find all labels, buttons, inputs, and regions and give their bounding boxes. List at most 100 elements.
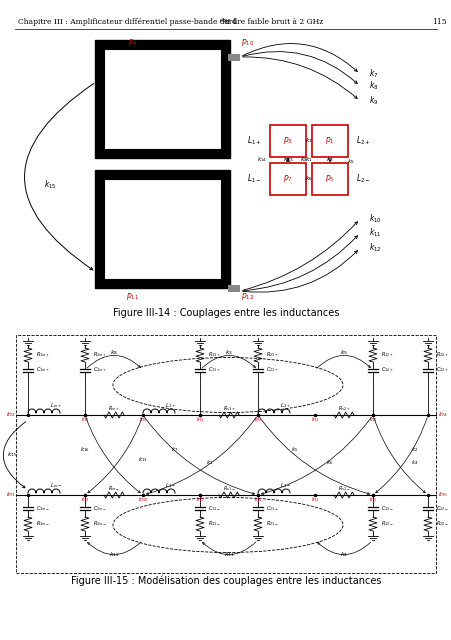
Text: $R_{11-}$: $R_{11-}$ (207, 520, 221, 529)
Text: $In_1$: $In_1$ (310, 415, 318, 424)
Text: $k_{15}$: $k_{15}$ (44, 179, 56, 191)
Text: $C_{11+}$: $C_{11+}$ (207, 365, 221, 374)
Text: $k_{10}$: $k_{10}$ (368, 212, 381, 225)
Text: $L_{2+}$: $L_{2+}$ (280, 401, 291, 410)
Text: $C_{21-}$: $C_{21-}$ (265, 504, 278, 513)
Text: $k_1$: $k_1$ (206, 458, 213, 467)
Text: $k_4$: $k_4$ (299, 156, 308, 164)
Text: $R_{in+}$: $R_{in+}$ (108, 404, 120, 413)
Text: ème: ème (220, 18, 231, 23)
Text: $C_{22-}$: $C_{22-}$ (435, 504, 448, 513)
Text: $R_{12-}$: $R_{12-}$ (380, 520, 393, 529)
Text: Chapitre III : Amplificateur différentiel passe-bande du 4: Chapitre III : Amplificateur différentie… (18, 18, 236, 26)
Bar (95, 170, 230, 288)
Text: $L_{in-}$: $L_{in-}$ (50, 481, 62, 490)
Bar (16, 335, 435, 573)
Text: $In_3$: $In_3$ (81, 415, 89, 424)
Text: $R_{22+}$: $R_{22+}$ (435, 351, 448, 360)
Text: $R_{s2-}$: $R_{s2-}$ (337, 484, 350, 493)
Text: ordre faible bruit à 2 GHz: ordre faible bruit à 2 GHz (221, 18, 322, 26)
Text: $p_3$: $p_3$ (282, 136, 292, 147)
Text: $k_7$: $k_7$ (171, 445, 178, 454)
Text: $L_{1-}$: $L_{1-}$ (247, 173, 262, 185)
Text: $C_{1in-}$: $C_{1in-}$ (36, 504, 50, 513)
Text: $C_{2in-}$: $C_{2in-}$ (93, 504, 106, 513)
Text: $L_{2-}$: $L_{2-}$ (280, 481, 291, 490)
Bar (95, 40, 230, 158)
Text: $k_{12}$: $k_{12}$ (368, 242, 381, 254)
Text: $k_{13}$: $k_{13}$ (282, 156, 293, 164)
Text: $k_{15}$: $k_{15}$ (7, 451, 18, 460)
Text: $In_4$: $In_4$ (368, 415, 377, 424)
Text: $In_0$: $In_0$ (81, 495, 89, 504)
Text: $k_{16}$: $k_{16}$ (80, 445, 90, 454)
Text: $In_6$: $In_6$ (253, 495, 262, 504)
Text: $L_{2+}$: $L_{2+}$ (355, 135, 370, 147)
Text: $k_7$: $k_7$ (368, 68, 377, 80)
Text: $In_5$: $In_5$ (437, 490, 447, 499)
Text: $k_9$: $k_9$ (368, 95, 377, 108)
Text: Figure III-15 : Modélisation des couplages entre les inductances: Figure III-15 : Modélisation des couplag… (71, 576, 380, 586)
Text: $k_6$: $k_6$ (326, 458, 333, 467)
Text: $L_{2-}$: $L_{2-}$ (355, 173, 370, 185)
Text: $L_{in-}$: $L_{in-}$ (151, 222, 173, 236)
Text: $k_{11}$: $k_{11}$ (368, 227, 381, 239)
Text: $p_9$: $p_9$ (128, 38, 138, 49)
Text: $R_{12+}$: $R_{12+}$ (380, 351, 393, 360)
Text: $In_4$: $In_4$ (437, 410, 447, 419)
Text: $C_{2in+}$: $C_{2in+}$ (93, 365, 106, 374)
Text: $k_{14}$: $k_{14}$ (257, 156, 267, 164)
Text: $p_{11}$: $p_{11}$ (126, 291, 139, 303)
Text: Figure III-14 : Couplages entre les inductances: Figure III-14 : Couplages entre les indu… (113, 308, 338, 318)
Text: $In_3$: $In_3$ (253, 415, 262, 424)
Text: $L_{1-}$: $L_{1-}$ (165, 481, 176, 490)
Text: $k_5$: $k_5$ (346, 157, 354, 166)
Bar (108, 53, 216, 145)
Text: $k_9$: $k_9$ (339, 349, 347, 358)
Text: $R_{in-}$: $R_{in-}$ (108, 484, 120, 493)
Text: $p_{12}$: $p_{12}$ (241, 291, 254, 303)
Text: $In_{10}$: $In_{10}$ (138, 495, 148, 504)
Text: 115: 115 (431, 18, 446, 26)
Text: $L_{1+}$: $L_{1+}$ (165, 401, 176, 410)
Text: $R_{22-}$: $R_{22-}$ (435, 520, 448, 529)
Bar (311, 125, 347, 157)
Text: $k_4$: $k_4$ (410, 458, 418, 467)
Bar (269, 163, 305, 195)
Text: $p_{10}$: $p_{10}$ (241, 38, 254, 49)
Text: $C_{22+}$: $C_{22+}$ (435, 365, 448, 374)
Text: $k_5$: $k_5$ (291, 445, 298, 454)
Bar (108, 183, 216, 275)
Text: $In_1$: $In_1$ (195, 415, 204, 424)
Text: $C_{11-}$: $C_{11-}$ (207, 504, 221, 513)
Text: $R_{1in-}$: $R_{1in-}$ (36, 520, 50, 529)
Text: $k_{11}$: $k_{11}$ (223, 550, 234, 559)
Text: $L_{in+}$: $L_{in+}$ (50, 401, 62, 410)
Bar (227, 285, 239, 292)
Text: $k_6$: $k_6$ (304, 175, 313, 184)
Text: $In_0$: $In_0$ (138, 415, 147, 424)
Text: $In_1$: $In_1$ (310, 495, 318, 504)
Bar (311, 163, 347, 195)
Text: $R_{2in+}$: $R_{2in+}$ (93, 351, 106, 360)
Text: $L_{in+}$: $L_{in+}$ (151, 92, 173, 106)
Text: $R_{s1-}$: $R_{s1-}$ (222, 484, 235, 493)
Text: $R_{21+}$: $R_{21+}$ (265, 351, 278, 360)
Text: $C_{21+}$: $C_{21+}$ (265, 365, 278, 374)
Text: $k_4$: $k_4$ (339, 550, 347, 559)
Bar (104, 179, 221, 279)
Text: $k_8$: $k_8$ (110, 349, 118, 358)
Text: $R_{1in+}$: $R_{1in+}$ (36, 351, 50, 360)
Text: $k_3$: $k_3$ (225, 349, 232, 358)
Text: $k_2$: $k_2$ (325, 156, 333, 164)
Text: $R_{s1+}$: $R_{s1+}$ (222, 404, 235, 413)
Text: $In_2$: $In_2$ (6, 410, 16, 419)
Text: $C_{12-}$: $C_{12-}$ (380, 504, 393, 513)
Text: $k_{12}$: $k_{12}$ (108, 550, 119, 559)
Text: $p_1$: $p_1$ (324, 136, 334, 147)
Text: $In_1$: $In_1$ (6, 490, 16, 499)
Text: $In_1$: $In_1$ (195, 495, 204, 504)
Text: $p_5$: $p_5$ (324, 173, 334, 184)
Text: $k_2$: $k_2$ (410, 445, 418, 454)
Bar (104, 49, 221, 149)
